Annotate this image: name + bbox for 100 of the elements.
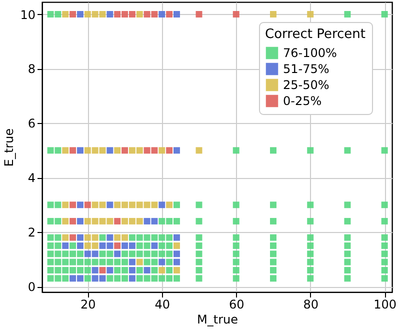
point bbox=[158, 202, 166, 208]
point bbox=[270, 11, 276, 18]
point bbox=[173, 258, 180, 266]
point bbox=[92, 275, 98, 282]
y-tick-label: 2 bbox=[28, 226, 36, 240]
point bbox=[84, 250, 91, 258]
point bbox=[151, 242, 158, 249]
y-tick-label: 6 bbox=[28, 116, 36, 131]
point bbox=[136, 258, 143, 266]
point bbox=[70, 275, 76, 282]
point bbox=[92, 242, 98, 249]
point bbox=[76, 11, 84, 18]
legend-label: 0-25% bbox=[283, 94, 322, 108]
point bbox=[151, 147, 158, 154]
point bbox=[114, 218, 121, 224]
point bbox=[173, 250, 180, 258]
point bbox=[76, 218, 84, 224]
point bbox=[76, 147, 84, 154]
point bbox=[99, 11, 106, 18]
point bbox=[106, 11, 114, 18]
point bbox=[76, 242, 84, 249]
legend-title: Correct Percent bbox=[265, 27, 366, 42]
point bbox=[84, 234, 91, 241]
legend-label: 25-50% bbox=[283, 78, 330, 92]
point bbox=[128, 11, 136, 18]
point bbox=[106, 147, 114, 154]
point bbox=[62, 11, 69, 18]
point bbox=[70, 11, 76, 18]
point bbox=[128, 218, 136, 224]
point bbox=[173, 242, 180, 249]
point bbox=[144, 218, 150, 224]
legend-label: 76-100% bbox=[283, 46, 337, 60]
point bbox=[122, 202, 128, 208]
point bbox=[92, 11, 98, 18]
point bbox=[106, 266, 114, 274]
point bbox=[307, 11, 314, 18]
point bbox=[92, 147, 98, 154]
point bbox=[158, 258, 166, 266]
point bbox=[84, 11, 91, 18]
point bbox=[122, 147, 128, 154]
point bbox=[122, 234, 128, 241]
point bbox=[84, 202, 91, 208]
point bbox=[166, 147, 173, 154]
point bbox=[166, 11, 173, 18]
point bbox=[92, 266, 98, 274]
point bbox=[144, 266, 150, 274]
point bbox=[136, 202, 143, 208]
point bbox=[114, 234, 121, 241]
point bbox=[92, 218, 98, 224]
point bbox=[128, 258, 136, 266]
point bbox=[99, 242, 106, 249]
x-tick-label: 20 bbox=[80, 298, 96, 312]
point bbox=[136, 218, 143, 224]
x-tick-label: 80 bbox=[303, 298, 318, 312]
point bbox=[114, 250, 121, 258]
point bbox=[196, 147, 202, 154]
point bbox=[158, 11, 166, 18]
x-axis-title: M_true bbox=[197, 312, 238, 326]
point bbox=[99, 218, 106, 224]
x-tick-label: 100 bbox=[374, 298, 397, 312]
point bbox=[106, 202, 114, 208]
y-axis-title: E_true bbox=[2, 128, 16, 167]
point bbox=[84, 147, 91, 154]
point bbox=[166, 202, 173, 208]
point bbox=[128, 202, 136, 208]
point bbox=[92, 234, 98, 241]
point bbox=[136, 11, 143, 18]
point bbox=[99, 266, 106, 274]
point bbox=[84, 218, 91, 224]
point bbox=[92, 202, 98, 208]
point bbox=[99, 202, 106, 208]
point bbox=[106, 234, 114, 241]
point bbox=[62, 242, 69, 249]
legend-label: 51-75% bbox=[283, 62, 330, 76]
y-tick-label: 8 bbox=[28, 62, 36, 76]
point bbox=[62, 234, 69, 241]
point bbox=[122, 11, 128, 18]
point bbox=[151, 218, 158, 224]
point bbox=[99, 147, 106, 154]
y-tick-label: 10 bbox=[20, 8, 36, 22]
point bbox=[144, 147, 150, 154]
y-tick-label: 4 bbox=[28, 171, 36, 186]
point bbox=[114, 202, 121, 208]
y-tick-label: 0 bbox=[28, 280, 36, 294]
point bbox=[92, 250, 98, 258]
point bbox=[151, 11, 158, 18]
point bbox=[173, 11, 180, 18]
point bbox=[62, 202, 69, 208]
point bbox=[62, 218, 69, 224]
point bbox=[70, 147, 76, 154]
point bbox=[106, 218, 114, 224]
point bbox=[196, 11, 202, 18]
point bbox=[151, 202, 158, 208]
point bbox=[114, 11, 121, 18]
point bbox=[84, 242, 91, 249]
point bbox=[76, 202, 84, 208]
point bbox=[128, 275, 136, 282]
point bbox=[144, 11, 150, 18]
point bbox=[128, 147, 136, 154]
point bbox=[99, 275, 106, 282]
